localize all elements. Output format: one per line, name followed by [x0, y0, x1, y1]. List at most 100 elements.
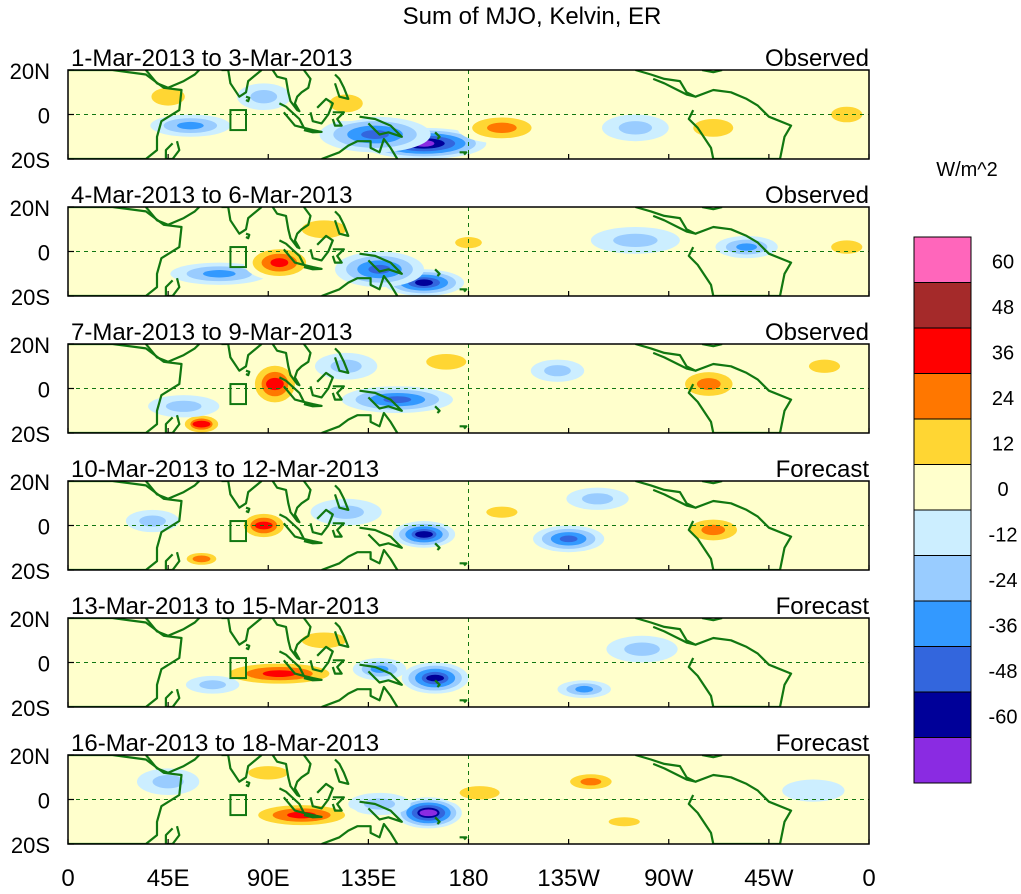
anomaly-blob [395, 797, 462, 829]
coastline [687, 773, 793, 844]
anomaly-contour [701, 524, 726, 536]
coastline [303, 126, 323, 134]
coastline [321, 822, 399, 844]
coastline [331, 796, 345, 812]
anomaly-contour [301, 632, 347, 649]
colorbar-swatch [913, 555, 972, 602]
anomaly-blob [793, 352, 856, 380]
x-tick-label: 135E [340, 865, 396, 889]
anomaly-contour [199, 680, 226, 690]
coastline [145, 755, 201, 774]
anomaly-contour [624, 642, 660, 656]
anomaly-blob [185, 675, 240, 694]
coastline [303, 263, 323, 271]
coastline [68, 207, 183, 296]
coastline [434, 131, 441, 140]
coastline [221, 481, 263, 509]
anomaly-blob [530, 359, 585, 382]
anomaly-contour [831, 240, 863, 254]
colorbar-tick-label: -60 [989, 707, 1018, 729]
coastline [271, 755, 312, 798]
coastline [221, 618, 263, 646]
x-tick-label: 180 [448, 865, 488, 889]
coastline [359, 526, 403, 549]
y-tick-label: 0 [38, 652, 50, 677]
coastline [309, 234, 334, 262]
panel-type-label: Forecast [776, 730, 870, 757]
coastline [331, 111, 345, 127]
anomaly-contour [192, 555, 211, 563]
y-tick-label: 20S [11, 148, 50, 173]
coastline [635, 207, 697, 235]
anomaly-blob [559, 770, 623, 793]
coastline [331, 248, 345, 264]
y-tick-label: 0 [38, 378, 50, 403]
y-tick-label: 20S [11, 833, 50, 858]
anomaly-blob [319, 116, 431, 153]
coastline [321, 137, 399, 159]
anomaly-contour [486, 506, 518, 518]
anomaly-blob [150, 114, 231, 137]
coastline [278, 239, 305, 266]
y-tick-label: 20N [10, 333, 50, 358]
coastline [164, 551, 181, 570]
coastline [333, 347, 350, 374]
index-box [229, 383, 248, 406]
coastline [145, 70, 201, 89]
land-outlines [68, 618, 793, 707]
y-tick-label: 20N [10, 607, 50, 632]
coastline [245, 95, 251, 103]
anomaly-contour [250, 90, 278, 104]
anomaly-contour [202, 270, 236, 278]
coastline [68, 70, 183, 159]
coastline [245, 780, 251, 788]
coastline [635, 481, 697, 509]
coastline [687, 636, 793, 707]
coastline [303, 400, 323, 408]
coastline [221, 207, 263, 235]
anomaly-contour [426, 674, 445, 682]
anomaly-blob [179, 549, 224, 568]
colorbar-tick-label: -36 [989, 616, 1018, 638]
coastline [303, 811, 323, 819]
anomaly-contour [613, 233, 658, 248]
anomaly-blob [782, 779, 845, 802]
coastline [359, 252, 403, 275]
anomaly-contour [693, 118, 734, 137]
coastline [309, 371, 334, 399]
y-tick-label: 20S [11, 696, 50, 721]
anomaly-contour [618, 121, 653, 135]
anomaly-blob [243, 801, 360, 829]
coastline [278, 102, 305, 129]
coastline [164, 688, 181, 707]
colorbar-swatch [913, 373, 972, 420]
panel-3: 20N 0 20S 7-Mar-2013 to 9-Mar-2013 Observed [10, 319, 870, 447]
coastline [68, 618, 183, 707]
anomaly-blob [170, 262, 269, 285]
anomaly-contour [544, 365, 571, 377]
coastline [278, 513, 305, 541]
anomaly-contour [248, 766, 289, 780]
coastline [245, 369, 251, 377]
coastline [221, 344, 263, 372]
x-tick-label: 0 [61, 865, 74, 889]
colorbar: W/m^2 60 48 36 24 12 0 -12 -24 -36 -48 -60 [913, 159, 1018, 784]
anomaly-blob [134, 78, 202, 115]
x-axis: 0 45E 90E 135E 180 135W 90W 45W 0 [61, 865, 875, 892]
panel-4: 20N 0 20S 10-Mar-2013 to 12-Mar-2013 Forecas… [10, 456, 870, 584]
anomaly-contour [192, 420, 211, 428]
y-tick-label: 20N [10, 196, 50, 221]
coastline [321, 548, 399, 570]
anomaly-blob [392, 521, 456, 548]
coastline [245, 643, 251, 651]
coastline [303, 537, 323, 545]
coastline [635, 755, 697, 783]
coastline [434, 268, 441, 277]
coastline [245, 506, 251, 514]
x-tick-label: 45W [744, 865, 794, 889]
coastline [359, 389, 403, 412]
coastline [635, 344, 697, 372]
colorbar-tick-label: 36 [992, 343, 1014, 365]
